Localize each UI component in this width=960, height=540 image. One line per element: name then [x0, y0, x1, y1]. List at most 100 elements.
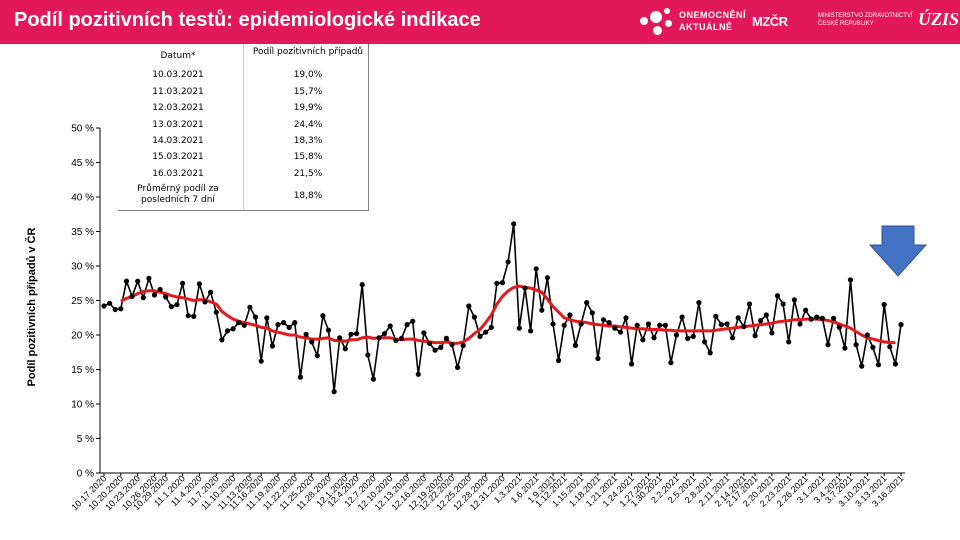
table-cell-share: 21,5%	[293, 169, 323, 179]
data-point	[359, 282, 365, 288]
data-point	[387, 323, 393, 329]
table-average-row: Průměrný podíl za posledních 7 dní 18,8%	[118, 184, 368, 208]
table-cell-share: 18,3%	[293, 136, 323, 146]
data-point	[107, 300, 113, 306]
data-point	[292, 320, 298, 326]
data-point	[202, 299, 208, 305]
data-point	[612, 325, 618, 331]
table-header-share: Podíl pozitivních případů	[252, 47, 364, 57]
mzcr-logo-text: MINISTERSTVO ZDRAVOTNICTVÍ ČESKÉ REPUBLI…	[818, 13, 913, 27]
table-row: 13.03.2021 24,4%	[118, 120, 368, 134]
data-point	[887, 344, 893, 350]
onemocneni-logo-icon	[640, 7, 672, 37]
data-point	[859, 363, 865, 369]
y-tick-label: 50 %	[71, 124, 94, 135]
data-point	[168, 304, 174, 310]
data-point	[831, 315, 837, 321]
data-point	[163, 294, 169, 300]
data-point	[595, 355, 601, 362]
data-point	[690, 333, 696, 339]
data-point	[477, 333, 483, 339]
data-point	[398, 335, 405, 341]
data-point	[606, 320, 612, 326]
data-point	[146, 275, 152, 281]
data-point	[337, 335, 343, 341]
data-point	[309, 339, 315, 345]
data-point	[320, 313, 326, 319]
table-cell-date: 15.03.2021	[152, 152, 204, 162]
table-cell-date: 16.03.2021	[152, 169, 204, 179]
table-cell-share: 15,7%	[293, 87, 323, 97]
data-point	[488, 324, 494, 330]
data-point	[662, 322, 668, 328]
table-row: 12.03.2021 19,9%	[118, 103, 368, 117]
data-point	[213, 309, 219, 315]
data-point	[685, 335, 691, 341]
data-point	[325, 327, 332, 333]
table-average-value: 18,8%	[293, 191, 323, 201]
data-point	[875, 362, 882, 368]
data-point	[735, 315, 741, 321]
data-point	[679, 314, 685, 320]
table-header-date: Datum*	[160, 51, 196, 61]
data-point	[825, 342, 831, 348]
table-divider	[243, 44, 244, 210]
table-average-label: Průměrný podíl za posledních 7 dní	[137, 184, 219, 205]
data-point	[101, 303, 107, 309]
data-point	[617, 329, 624, 335]
data-point	[505, 259, 511, 265]
data-point	[758, 317, 764, 324]
data-point	[264, 315, 270, 321]
table-cell-date: 11.03.2021	[152, 87, 204, 97]
data-point	[640, 337, 646, 343]
data-point	[342, 346, 348, 352]
data-point	[870, 344, 876, 350]
data-point	[769, 330, 775, 336]
data-point	[808, 316, 814, 322]
onemocneni-logo-text: ONEMOCNĚNÍ AKTUÁLNĚ	[679, 10, 747, 32]
data-point	[297, 374, 303, 380]
data-point	[668, 360, 674, 366]
data-point	[230, 326, 236, 332]
y-tick-label: 25 %	[71, 296, 94, 307]
table-cell-share: 24,4%	[293, 120, 323, 130]
data-point	[516, 325, 522, 331]
summary-table: Datum* Podíl pozitivních případů 10.03.2…	[118, 44, 369, 211]
data-point	[365, 352, 371, 358]
data-point	[174, 302, 180, 308]
data-point	[634, 322, 640, 328]
data-point	[370, 376, 376, 382]
data-point	[623, 315, 629, 321]
data-point	[746, 301, 753, 307]
data-point	[741, 324, 747, 330]
y-tick-label: 35 %	[71, 227, 94, 238]
data-point	[853, 342, 859, 348]
data-point	[836, 324, 842, 330]
data-point	[786, 339, 792, 345]
y-tick-label: 40 %	[71, 193, 94, 204]
data-point	[556, 357, 562, 364]
y-tick-label: 45 %	[71, 158, 94, 169]
y-tick-label: 10 %	[71, 400, 94, 411]
data-point	[881, 302, 887, 308]
data-point	[539, 307, 545, 313]
data-point	[157, 286, 163, 293]
data-point	[449, 342, 455, 348]
data-point	[269, 343, 275, 349]
header-bar: Podíl pozitivních testů: epidemiologické…	[0, 0, 960, 44]
x-axis-ticks: 10.17.202010.20.202010.23.202010.26.2020…	[69, 473, 905, 512]
data-point	[724, 321, 730, 327]
data-point	[752, 333, 758, 339]
uzis-logo: ÚZIS	[918, 9, 960, 29]
data-point	[426, 340, 433, 346]
table-row: 10.03.2021 19,0%	[118, 70, 368, 84]
y-tick-label: 15 %	[71, 365, 94, 376]
data-point	[241, 322, 247, 328]
mzcr-logo-icon: MZČR	[752, 14, 788, 29]
data-point	[376, 335, 382, 341]
page-title: Podíl pozitivních testů: epidemiologické…	[14, 9, 481, 31]
table-cell-date: 12.03.2021	[152, 103, 204, 113]
table-cell-date: 13.03.2021	[152, 120, 204, 130]
table-cell-share: 19,9%	[293, 103, 323, 113]
data-point	[730, 335, 736, 341]
